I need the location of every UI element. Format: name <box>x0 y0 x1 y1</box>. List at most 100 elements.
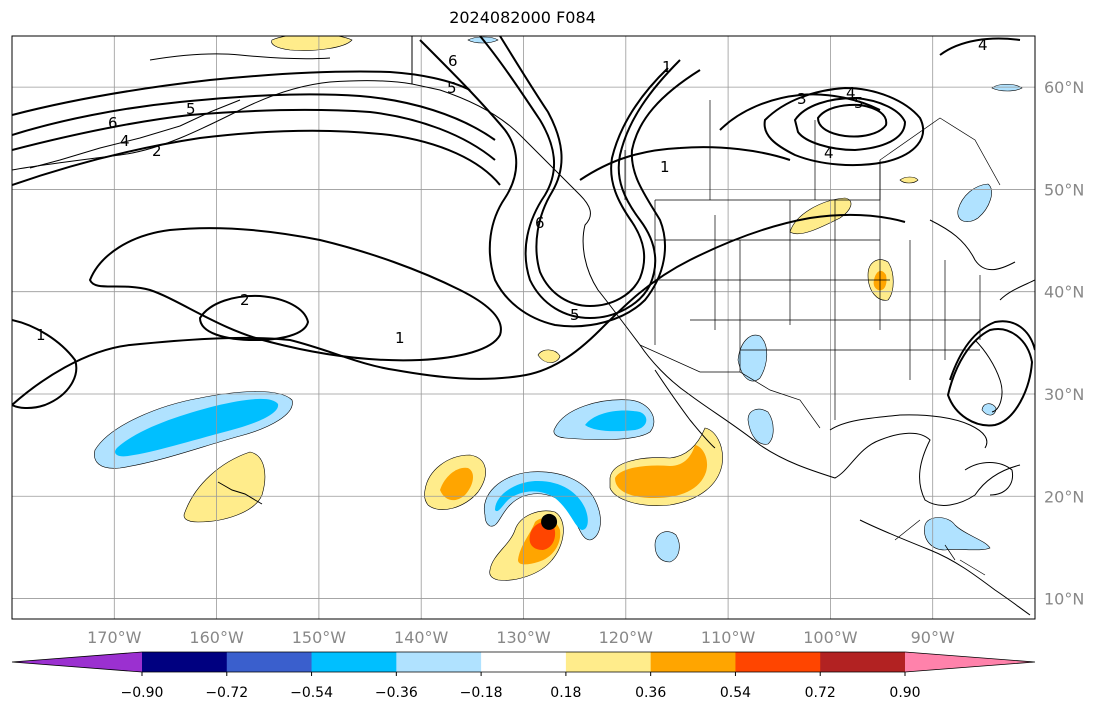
colorbar-tick-label: −0.72 <box>205 685 248 701</box>
positive-anomaly-hawaii <box>183 451 266 523</box>
contour-2-loop <box>198 294 310 342</box>
contour-label: 2 <box>240 291 250 309</box>
contour-1-canada <box>579 146 791 181</box>
negative-anomaly-arc-core <box>495 480 588 530</box>
coastline-aleutians <box>29 99 241 169</box>
longitude-tick-label: 170°W <box>87 628 142 647</box>
colorbar-segment <box>565 652 652 672</box>
latitude-tick-label: 20°N <box>1044 487 1084 506</box>
longitude-tick-label: 120°W <box>599 628 654 647</box>
contour-label: 5 <box>854 94 864 112</box>
colorbar: −0.90 −0.72 −0.54 −0.36 −0.18 0.18 0.36 0.54 0.7… <box>11 651 1036 701</box>
negative-anomaly-central-core <box>585 410 647 432</box>
longitude-tick-label: 90°W <box>911 628 955 647</box>
contour-5-inner <box>816 103 888 138</box>
border-central-america <box>894 519 986 576</box>
contour-label: 3 <box>797 90 807 108</box>
colorbar-extend-high <box>905 652 1035 672</box>
contour-labels: 1 2 1 4 5 6 2 3 4 5 4 1 6 5 6 5 1 4 <box>36 36 988 347</box>
contour-east <box>949 320 1035 381</box>
colorbar-segment <box>735 652 821 672</box>
latitude-tick-label: 10°N <box>1044 590 1084 609</box>
contour-6 <box>12 70 471 116</box>
colorbar-tick-label: −0.90 <box>121 685 164 701</box>
contour-trough-6 <box>12 129 501 186</box>
border-us-mexico <box>639 344 821 429</box>
longitude-tick-label: 100°W <box>803 628 858 647</box>
positive-anomaly-subtropics <box>537 349 561 363</box>
latitude-tick-label: 40°N <box>1044 283 1084 302</box>
latitude-tick-label: 60°N <box>1044 78 1084 97</box>
contour-trough-1 <box>479 36 681 320</box>
longitude-labels: 170°W 160°W 150°W 140°W 130°W 120°W 110°W 100°W… <box>87 628 955 647</box>
contour-northeast <box>939 37 1021 56</box>
positive-anomaly-baja-core <box>615 445 708 498</box>
colorbar-tick-label: −0.36 <box>375 685 418 701</box>
colorbar-segment <box>396 652 482 672</box>
contour-3 <box>763 86 925 167</box>
colorbar-extend-low <box>12 652 142 672</box>
longitude-tick-label: 140°W <box>394 628 449 647</box>
longitude-tick-label: 130°W <box>496 628 551 647</box>
contour-trough-5 <box>12 108 496 161</box>
border-canada-provinces <box>624 100 881 200</box>
contour-trough-4 <box>12 93 496 141</box>
contour-label: 1 <box>395 329 405 347</box>
colorbar-tick-label: 0.18 <box>550 685 581 701</box>
map-title: 2024082000 F084 <box>449 8 596 27</box>
colorbar-tick-label: −0.18 <box>460 685 503 701</box>
contour-label: 4 <box>824 144 834 162</box>
contour-1-west <box>12 213 906 406</box>
positive-anomaly-north-pacific <box>271 36 353 51</box>
contour-4-inner <box>793 96 907 152</box>
contours <box>12 36 1035 427</box>
border-us-canada <box>655 117 1001 201</box>
contour-trough-3 <box>419 39 701 328</box>
coastline-arctic <box>149 53 331 61</box>
positive-anomaly-canada <box>899 176 919 184</box>
gridlines <box>12 36 1035 619</box>
contour-label: 6 <box>535 214 545 232</box>
negative-anomaly-southwest-us <box>737 334 768 382</box>
negative-anomaly-south <box>654 531 680 563</box>
colorbar-tick-label: 0.54 <box>720 685 751 701</box>
colorbar-tick-label: 0.36 <box>635 685 666 701</box>
map-frame <box>11 35 1036 620</box>
contour-label: 5 <box>447 79 457 97</box>
coastline-hudson <box>929 219 1016 271</box>
contour-label: 4 <box>846 84 856 102</box>
contour-1-hawaii <box>12 319 78 409</box>
colorbar-segment <box>142 652 228 672</box>
coastline-east <box>999 279 1035 301</box>
coastline-hawaii <box>217 481 263 505</box>
coastline-baja <box>654 369 716 449</box>
colorbar-tick-label: 0.90 <box>889 685 920 701</box>
longitude-tick-label: 110°W <box>701 628 756 647</box>
colorbar-segment <box>311 652 397 672</box>
positive-anomaly-west-core <box>440 467 474 501</box>
negative-anomaly-canada <box>991 83 1023 92</box>
colorbar-segment <box>481 652 567 672</box>
coastline-north-america <box>411 36 1021 506</box>
negative-anomaly-pacific-core <box>115 398 279 457</box>
colorbar-segment <box>820 652 906 672</box>
border-states-2 <box>655 239 980 351</box>
coastline-central-america <box>859 519 1031 616</box>
contour-label: 5 <box>186 100 196 118</box>
contour-trough-2 <box>499 36 669 308</box>
contour-label: 4 <box>120 132 130 150</box>
coastline-florida <box>974 339 1003 413</box>
colorbar-segment <box>650 652 736 672</box>
contour-label: 1 <box>36 326 46 344</box>
contour-label: 5 <box>570 306 580 324</box>
negative-anomaly-gulf-ca <box>747 408 774 445</box>
latitude-labels: 60°N 50°N 40°N 30°N 20°N 10°N <box>1044 78 1084 608</box>
contour-label: 1 <box>662 58 672 76</box>
coastline-gulf <box>829 414 988 449</box>
contour-label: 1 <box>660 158 670 176</box>
contour-east-2 <box>946 328 1034 427</box>
colorbar-segment <box>226 652 313 672</box>
latitude-tick-label: 30°N <box>1044 385 1084 404</box>
contour-label: 4 <box>978 36 988 54</box>
